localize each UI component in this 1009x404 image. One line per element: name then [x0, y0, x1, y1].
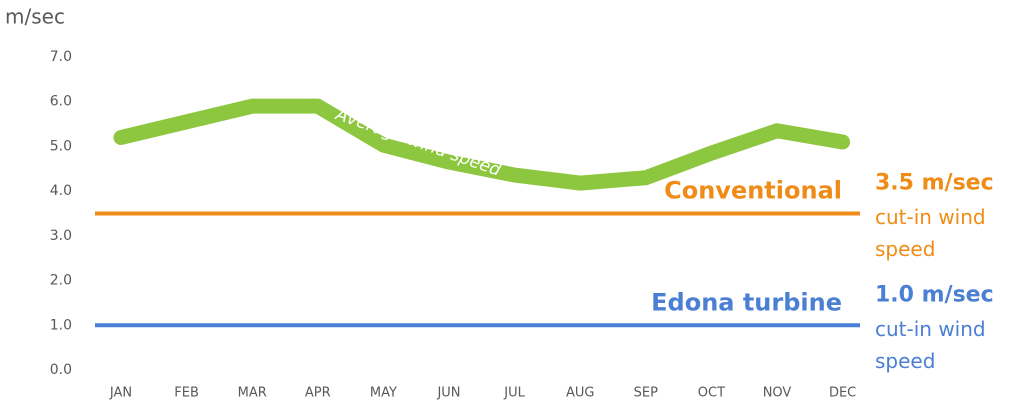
x-tick-label: OCT: [698, 386, 725, 401]
reference-note: speed: [875, 349, 935, 373]
y-tick-label: 5.0: [50, 138, 72, 154]
y-axis-label: m/sec: [5, 5, 65, 29]
reference-note: cut-in wind: [875, 317, 986, 341]
series-label: Average wind speed: [332, 104, 503, 180]
x-tick-label: NOV: [763, 386, 792, 401]
x-tick-label: JUL: [503, 386, 525, 401]
x-tick-label: FEB: [174, 386, 199, 401]
y-tick-label: 7.0: [50, 49, 72, 65]
x-tick-label: JUN: [436, 386, 460, 401]
x-tick-label: MAR: [238, 386, 267, 401]
y-tick-label: 3.0: [50, 228, 72, 244]
series-line: [113, 98, 851, 191]
y-tick-label: 2.0: [50, 273, 72, 289]
reference-note: speed: [875, 237, 935, 261]
x-tick-label: MAY: [370, 386, 397, 401]
x-tick-label: AUG: [566, 386, 594, 401]
y-tick-label: 6.0: [50, 94, 72, 110]
x-tick-label: APR: [305, 386, 331, 401]
reference-name: Conventional: [664, 177, 842, 205]
x-tick-label: DEC: [829, 386, 856, 401]
reference-value-label: 1.0 m/sec: [875, 282, 994, 307]
x-tick-label: SEP: [634, 386, 658, 401]
reference-note: cut-in wind: [875, 205, 986, 229]
y-tick-label: 4.0: [50, 183, 72, 199]
x-tick-label: JAN: [109, 386, 132, 401]
reference-value-label: 3.5 m/sec: [875, 171, 994, 196]
y-tick-label: 1.0: [50, 317, 72, 333]
reference-name: Edona turbine: [651, 288, 842, 316]
y-tick-label: 0.0: [50, 362, 72, 378]
